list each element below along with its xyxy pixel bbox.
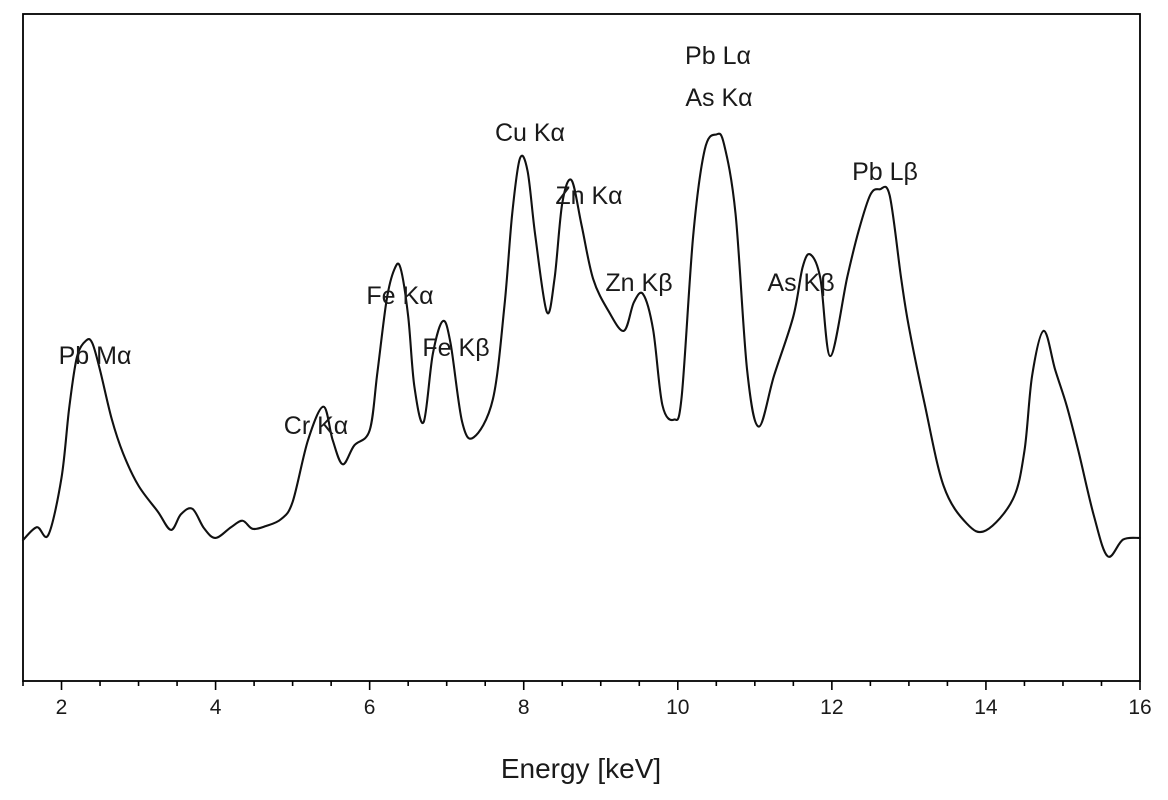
- x-axis-title: Energy [keV]: [501, 753, 661, 784]
- plot-frame: [22, 13, 1141, 682]
- peak-label-zn-k-beta: Zn Kβ: [605, 269, 672, 297]
- peak-label-fe-k-beta: Fe Kβ: [422, 334, 489, 362]
- x-tick-label: 8: [518, 696, 530, 719]
- x-tick-label: 14: [974, 696, 998, 719]
- peak-label-as-k-beta: As Kβ: [767, 269, 834, 297]
- x-tick-label: 16: [1128, 696, 1151, 719]
- peak-label-pb-l-alpha: Pb Lα: [685, 42, 751, 70]
- x-tick-label: 6: [364, 696, 376, 719]
- x-tick-label: 12: [820, 696, 843, 719]
- x-tick-label: 10: [666, 696, 689, 719]
- peak-label-pb-l-beta: Pb Lβ: [852, 158, 918, 186]
- peak-label-pb-m-alpha: Pb Mα: [59, 342, 132, 370]
- x-tick-label: 4: [210, 696, 222, 719]
- peak-label-cu-k-alpha: Cu Kα: [495, 119, 565, 147]
- x-axis-tick-labels: 2 4 6 8 10 12 14 16: [56, 696, 1152, 719]
- peak-label-as-k-alpha: As Kα: [685, 84, 752, 112]
- x-tick-label: 2: [56, 696, 68, 719]
- x-axis-ticks: [22, 681, 1141, 690]
- spectrum-line: [21, 132, 1142, 558]
- peak-label-fe-k-alpha: Fe Kα: [366, 282, 433, 310]
- peak-label-zn-k-alpha: Zn Kα: [555, 182, 622, 210]
- peak-label-cr-k-alpha: Cr Kα: [284, 412, 348, 440]
